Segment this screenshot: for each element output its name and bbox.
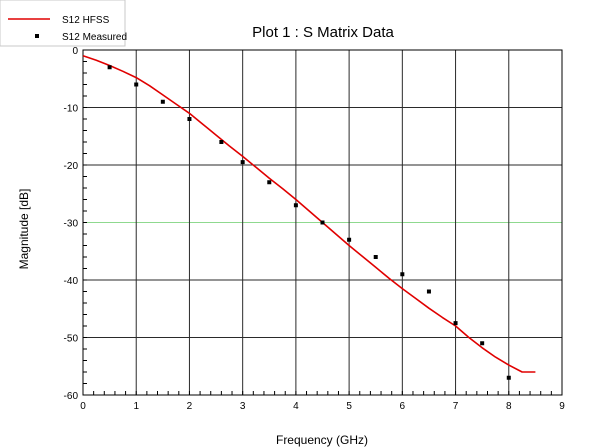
x-tick-label: 1 <box>133 401 139 412</box>
y-tick-label: -30 <box>64 219 79 230</box>
data-point-s12-measured <box>219 140 224 144</box>
data-point-s12-measured <box>480 341 485 346</box>
y-tick-label: -10 <box>64 104 79 115</box>
data-point-s12-measured <box>293 203 298 208</box>
data-point-s12-measured <box>453 321 458 326</box>
data-point-s12-measured <box>426 289 431 294</box>
data-point-s12-measured <box>134 82 139 87</box>
legend-hfss-label: S12 HFSS <box>62 15 110 26</box>
y-tick-label: 0 <box>72 46 78 57</box>
legend: S12 HFSS S12 Measured <box>0 0 127 47</box>
series-line-s12-hfss <box>82 55 536 373</box>
x-tick-label: 3 <box>240 401 246 412</box>
x-tick-label: 2 <box>187 401 193 412</box>
data-point-s12-measured <box>187 117 192 121</box>
data-point-s12-measured <box>506 375 511 380</box>
x-tick-label: 4 <box>293 401 299 412</box>
data-point-s12-measured <box>240 160 245 165</box>
data-point-s12-measured <box>347 237 352 242</box>
y-axis-label: Magnitude [dB] <box>17 189 31 270</box>
x-tick-label: 0 <box>80 401 86 412</box>
x-axis-label: Frequency (GHz) <box>276 433 368 447</box>
data-point-s12-measured <box>107 65 112 70</box>
data-point-s12-measured <box>373 255 378 259</box>
x-tick-label: 7 <box>453 401 459 412</box>
data-point-s12-measured <box>267 180 272 185</box>
legend-box <box>0 0 126 47</box>
data-point-s12-measured <box>400 272 405 277</box>
y-tick-label: -50 <box>64 334 79 345</box>
data-point-s12-measured <box>160 99 165 104</box>
x-tick-label: 8 <box>506 401 512 412</box>
y-tick-label: -20 <box>64 161 79 172</box>
data-point-s12-measured <box>320 220 325 225</box>
chart-title: Plot 1 : S Matrix Data <box>252 24 394 41</box>
x-tick-label: 5 <box>346 401 352 412</box>
legend-measured-marker <box>35 34 39 38</box>
x-tick-label: 9 <box>559 401 565 412</box>
plot-area: 0-10-20-30-40-50-600 1 2 3 4 5 6 7 8 9 <box>64 46 566 412</box>
y-tick-label: -40 <box>64 276 79 287</box>
plot-frame <box>82 49 563 396</box>
x-tick-label: 6 <box>400 401 406 412</box>
y-tick-label: -60 <box>64 391 79 402</box>
legend-measured-label: S12 Measured <box>62 32 127 43</box>
